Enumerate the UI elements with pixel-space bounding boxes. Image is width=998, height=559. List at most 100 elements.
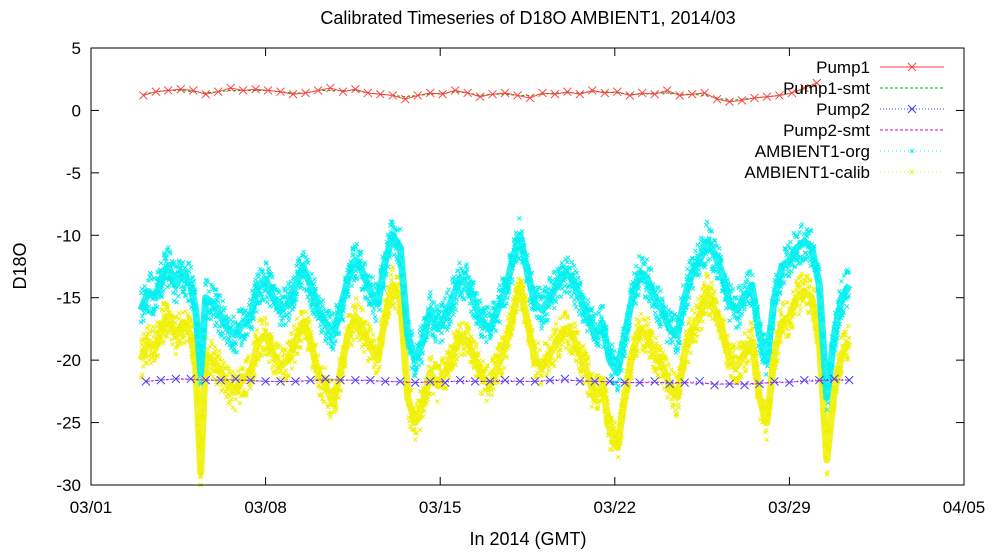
data-point <box>797 303 802 308</box>
data-point <box>569 323 574 329</box>
data-point <box>555 294 560 300</box>
data-point <box>225 364 230 369</box>
data-point <box>792 263 798 269</box>
data-point <box>780 302 786 308</box>
data-point <box>394 274 400 279</box>
data-point <box>280 316 285 321</box>
data-point <box>180 333 186 338</box>
data-point <box>812 78 822 88</box>
data-point <box>739 311 745 317</box>
data-point <box>354 305 360 310</box>
data-point <box>525 93 535 103</box>
data-point <box>615 454 621 460</box>
data-point <box>744 361 750 366</box>
data-point <box>425 377 435 386</box>
data-point <box>583 351 589 357</box>
data-point <box>290 331 295 337</box>
data-point <box>365 358 371 364</box>
data-point <box>241 388 246 393</box>
data-point <box>306 318 312 324</box>
data-point <box>739 374 744 379</box>
data-point <box>542 312 547 318</box>
data-point <box>216 375 226 385</box>
x-axis-label: In 2014 (GMT) <box>469 529 586 549</box>
data-point <box>709 228 715 234</box>
data-point <box>558 347 563 353</box>
data-point <box>230 323 236 329</box>
data-point <box>221 308 227 313</box>
data-point <box>677 339 682 345</box>
data-point <box>456 321 462 327</box>
legend-marker <box>907 62 917 72</box>
data-point <box>589 404 595 409</box>
data-point <box>428 357 433 363</box>
data-point <box>567 265 573 271</box>
data-point <box>443 385 449 391</box>
data-point <box>844 304 850 309</box>
y-tick-label: -20 <box>56 351 81 370</box>
data-point <box>794 234 800 239</box>
legend-label-ambient1-org: AMBIENT1-org <box>755 142 870 161</box>
data-point <box>657 347 662 353</box>
data-point <box>484 398 490 404</box>
data-point <box>231 314 236 320</box>
data-point <box>625 91 635 100</box>
data-point <box>493 328 499 334</box>
data-point <box>797 274 803 280</box>
data-point <box>483 339 489 345</box>
data-point <box>248 382 253 387</box>
data-point <box>474 291 480 296</box>
data-point <box>640 255 645 261</box>
data-point <box>450 312 456 318</box>
data-point <box>213 287 219 293</box>
data-point <box>224 394 229 400</box>
data-point <box>806 310 812 316</box>
data-point <box>578 280 583 285</box>
data-point <box>749 325 755 331</box>
data-point <box>672 402 678 408</box>
data-point <box>140 364 146 369</box>
data-point <box>230 369 236 374</box>
data-point <box>461 296 467 301</box>
data-point <box>458 266 464 271</box>
data-point <box>220 330 226 335</box>
data-point <box>658 374 663 380</box>
data-point <box>724 363 730 368</box>
data-point <box>297 258 302 263</box>
data-point <box>575 329 581 335</box>
data-point <box>276 87 285 97</box>
data-point <box>571 263 577 269</box>
data-point <box>365 295 371 301</box>
data-point <box>368 328 374 334</box>
data-point <box>286 314 292 320</box>
data-point <box>634 316 640 322</box>
data-point <box>465 322 471 328</box>
data-point <box>279 353 285 359</box>
data-point <box>351 84 360 94</box>
data-point <box>839 335 844 341</box>
data-point <box>370 275 376 280</box>
data-point <box>737 283 743 289</box>
data-point <box>781 280 787 285</box>
data-point <box>575 89 585 99</box>
data-point <box>543 317 549 323</box>
data-point <box>246 375 255 385</box>
data-point <box>476 350 481 356</box>
data-point <box>845 323 851 329</box>
data-point <box>367 299 373 304</box>
data-point <box>663 357 669 363</box>
data-point <box>277 375 283 380</box>
data-point <box>419 360 425 366</box>
data-point <box>453 307 459 313</box>
data-point <box>222 365 227 371</box>
data-point <box>264 299 270 305</box>
data-point <box>539 323 545 328</box>
data-point <box>564 313 570 319</box>
data-point <box>553 299 559 304</box>
data-point <box>552 305 557 311</box>
data-point <box>427 293 433 299</box>
data-point <box>186 269 192 274</box>
data-point <box>804 234 810 239</box>
data-point <box>307 319 312 325</box>
data-point <box>666 361 672 367</box>
